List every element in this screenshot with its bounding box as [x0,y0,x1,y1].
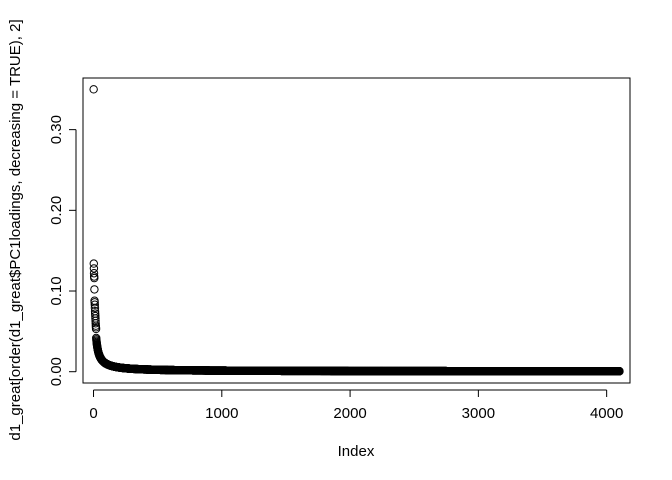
y-tick-label: 0.10 [48,276,65,305]
y-tick-label: 0.30 [48,115,65,144]
x-tick-label: 1000 [205,405,238,422]
data-point [91,324,101,334]
data-points-group [89,85,624,376]
data-point [89,85,98,94]
data-point [90,285,99,294]
x-tick-label: 3000 [462,405,495,422]
x-tick-label: 4000 [590,405,623,422]
y-tick-label: 0.00 [48,357,65,386]
plot-frame [82,77,631,384]
data-point [91,316,100,326]
data-point [89,269,99,278]
y-tick-label: 0.20 [48,196,65,225]
data-point [89,259,98,268]
data-point [89,264,99,273]
data-point [91,319,100,328]
data-point [90,298,99,307]
x-tick-label: 0 [89,405,97,422]
x-tick-label: 2000 [333,405,366,422]
data-point [90,303,100,313]
data-point [90,300,100,309]
x-axis: 0 1000 2000 3000 4000 [89,389,623,422]
y-axis: 0.00 0.10 0.20 0.30 [48,115,77,386]
data-point [615,367,624,376]
data-point [90,273,99,283]
x-axis-label: Index [338,443,375,460]
y-axis-label: d1_great[order(d1_great$PC1loadings, dec… [7,19,24,440]
